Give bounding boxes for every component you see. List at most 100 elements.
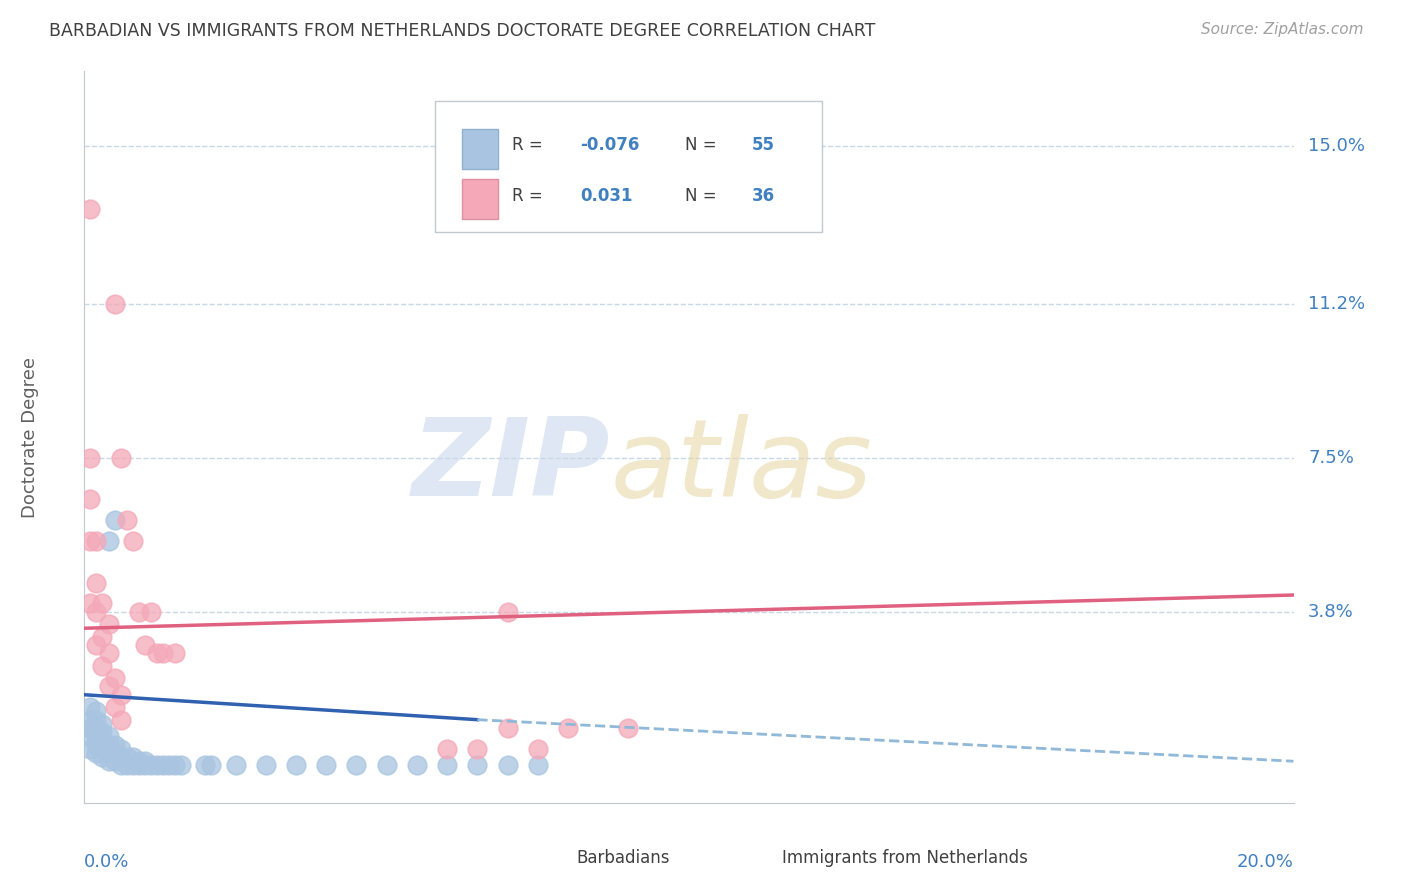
Point: [436, 741, 458, 756]
Point: [110, 450, 132, 465]
Point: [104, 754, 127, 768]
Point: [79, 721, 101, 735]
Point: [254, 758, 277, 772]
Point: [375, 758, 398, 772]
Point: [284, 758, 308, 772]
Point: [526, 758, 548, 772]
Point: [79, 741, 101, 756]
Point: [86, 729, 108, 743]
Point: [91, 741, 114, 756]
Point: [315, 758, 337, 772]
Point: [406, 758, 429, 772]
Point: [225, 758, 247, 772]
Text: 7.5%: 7.5%: [1308, 449, 1354, 467]
Text: BARBADIAN VS IMMIGRANTS FROM NETHERLANDS DOCTORATE DEGREE CORRELATION CHART: BARBADIAN VS IMMIGRANTS FROM NETHERLANDS…: [49, 22, 876, 40]
Point: [97, 617, 120, 632]
Text: N =: N =: [685, 136, 723, 154]
Point: [104, 746, 127, 760]
Text: 3.8%: 3.8%: [1308, 603, 1354, 621]
Point: [86, 738, 108, 752]
Point: [79, 596, 101, 610]
Point: [97, 746, 120, 760]
Point: [110, 688, 132, 702]
Point: [79, 729, 101, 743]
Point: [557, 721, 579, 735]
Point: [97, 533, 120, 548]
Point: [79, 450, 101, 465]
Point: [110, 741, 132, 756]
Point: [91, 750, 114, 764]
Point: [91, 716, 114, 731]
Point: [104, 700, 127, 714]
Point: [152, 646, 174, 660]
Text: R =: R =: [512, 136, 548, 154]
Text: Doctorate Degree: Doctorate Degree: [21, 357, 39, 517]
Point: [194, 758, 217, 772]
FancyBboxPatch shape: [461, 128, 498, 169]
Point: [121, 750, 143, 764]
Point: [97, 754, 120, 768]
Point: [496, 605, 519, 619]
Point: [86, 705, 108, 719]
FancyBboxPatch shape: [749, 845, 776, 871]
Text: 15.0%: 15.0%: [1308, 137, 1365, 155]
Point: [134, 754, 156, 768]
Point: [86, 575, 108, 590]
Point: [104, 738, 127, 752]
Text: N =: N =: [685, 186, 723, 204]
Point: [115, 750, 138, 764]
Point: [79, 202, 101, 216]
Text: Barbadians: Barbadians: [576, 848, 671, 867]
Point: [139, 758, 162, 772]
Point: [86, 605, 108, 619]
Point: [86, 721, 108, 735]
Point: [146, 646, 169, 660]
Point: [115, 513, 138, 527]
Point: [128, 758, 150, 772]
Point: [121, 533, 143, 548]
Text: atlas: atlas: [610, 414, 872, 519]
Point: [436, 758, 458, 772]
Point: [97, 729, 120, 743]
Text: 11.2%: 11.2%: [1308, 295, 1365, 313]
Text: Source: ZipAtlas.com: Source: ZipAtlas.com: [1201, 22, 1364, 37]
Point: [91, 733, 114, 747]
Point: [104, 297, 127, 311]
Text: -0.076: -0.076: [581, 136, 640, 154]
Text: 0.031: 0.031: [581, 186, 633, 204]
Point: [467, 758, 489, 772]
Point: [128, 605, 150, 619]
Point: [200, 758, 222, 772]
Point: [157, 758, 180, 772]
Point: [134, 638, 156, 652]
Point: [110, 713, 132, 727]
Point: [91, 658, 114, 673]
Point: [104, 513, 127, 527]
Point: [86, 746, 108, 760]
Point: [86, 638, 108, 652]
Point: [170, 758, 193, 772]
Text: Immigrants from Netherlands: Immigrants from Netherlands: [782, 848, 1028, 867]
Point: [617, 721, 640, 735]
Point: [79, 713, 101, 727]
Point: [79, 700, 101, 714]
Point: [86, 533, 108, 548]
Point: [110, 758, 132, 772]
Text: R =: R =: [512, 186, 548, 204]
Point: [91, 630, 114, 644]
FancyBboxPatch shape: [461, 179, 498, 219]
Point: [79, 492, 101, 507]
Point: [110, 750, 132, 764]
Point: [346, 758, 368, 772]
Point: [152, 758, 174, 772]
Point: [97, 646, 120, 660]
Point: [134, 758, 156, 772]
Point: [79, 533, 101, 548]
Point: [163, 646, 186, 660]
Point: [115, 758, 138, 772]
Point: [163, 758, 186, 772]
Point: [91, 725, 114, 739]
Text: ZIP: ZIP: [412, 413, 610, 519]
Point: [121, 758, 143, 772]
Text: 0.0%: 0.0%: [84, 853, 129, 871]
